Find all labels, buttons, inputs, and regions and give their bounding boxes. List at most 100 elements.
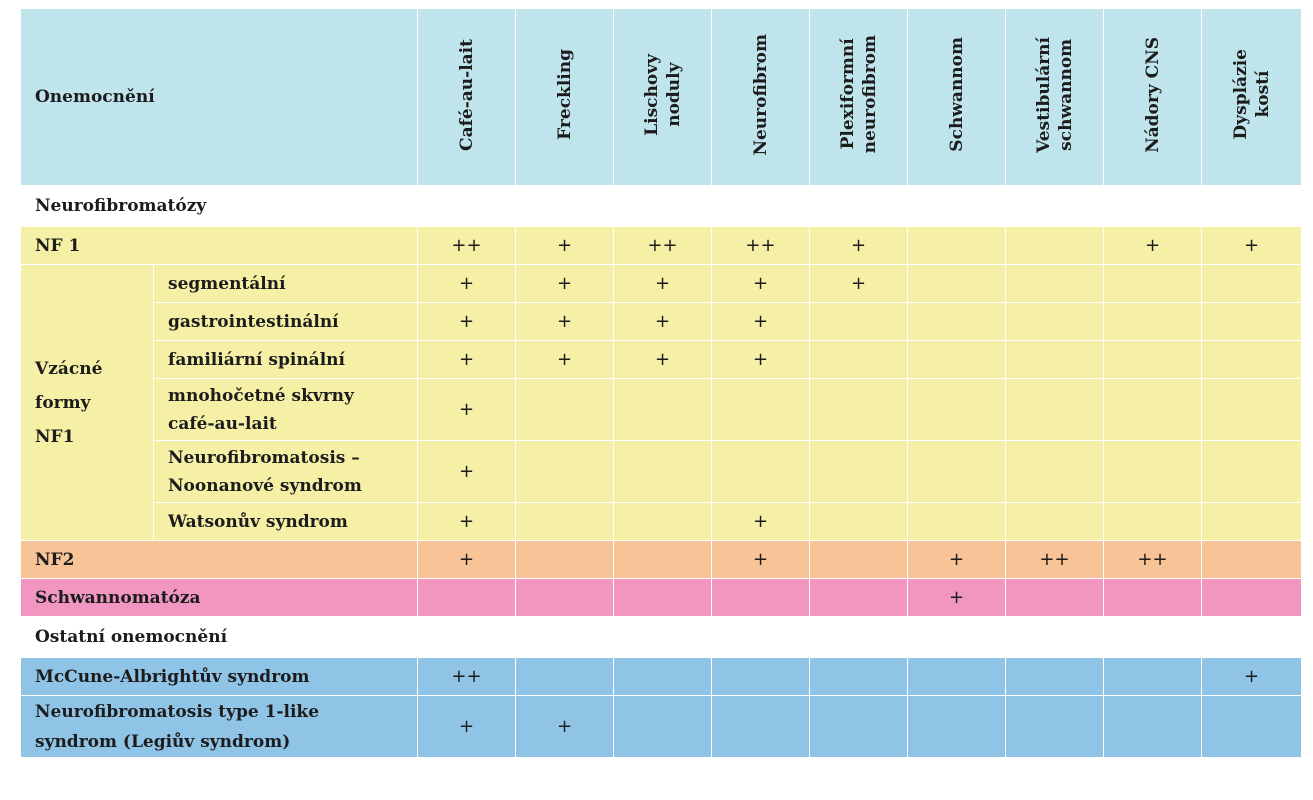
table-cell: [1005, 657, 1104, 696]
table-cell: [809, 378, 908, 441]
table-cell: [907, 378, 1006, 441]
table-cell: [809, 578, 908, 617]
table-row: Schwannomatóza +: [20, 578, 1302, 617]
table-cell: +: [515, 302, 614, 341]
header-disease-label: Onemocnění: [20, 8, 418, 186]
table-cell: [711, 695, 810, 758]
table-cell: [809, 440, 908, 503]
table-cell: [1201, 340, 1302, 379]
table-cell: [1103, 340, 1202, 379]
table-cell: [613, 578, 712, 617]
table-cell: [809, 657, 908, 696]
header-text: Plexiformní: [837, 38, 858, 151]
table-row: Vzácné formy NF1 segmentální + + + + +: [20, 264, 1302, 541]
row-label: segmentální: [153, 264, 418, 303]
table-cell: [1201, 578, 1302, 617]
table-cell: +: [613, 264, 712, 303]
table-cell: [711, 657, 810, 696]
table-cell: +: [1201, 657, 1302, 696]
table-row: Watsonův syndrom + +: [20, 502, 1302, 541]
table-cell: [1201, 302, 1302, 341]
table-cell: +: [417, 502, 516, 541]
table-cell: +: [613, 302, 712, 341]
table-cell: [515, 440, 614, 503]
header-col-neurofibrom: Neurofibrom: [711, 8, 810, 186]
table-cell: [809, 340, 908, 379]
section-row: Ostatní onemocnění: [20, 616, 1302, 658]
table-cell: [613, 378, 712, 441]
row-label: NF 1: [20, 226, 418, 265]
group-label-line: NF1: [35, 426, 75, 447]
table-cell: [1005, 578, 1104, 617]
table-row: Neurofibromatosis type 1-like syndrom (Le…: [20, 695, 1302, 758]
header-col-cafe-au-lait: Café-au-lait: [417, 8, 516, 186]
table-cell: +: [1103, 226, 1202, 265]
row-label: McCune-Albrightův syndrom: [20, 657, 418, 696]
row-label: Neurofibromatosis – Noonanové syndrom: [153, 440, 418, 503]
table-cell: +: [417, 440, 516, 503]
table-cell: [1005, 264, 1104, 303]
row-label: NF2: [20, 540, 418, 579]
table-row: gastrointestinální + + + +: [20, 302, 1302, 341]
row-label: Neurofibromatosis type 1-like syndrom (Le…: [20, 695, 418, 758]
table-cell: [515, 578, 614, 617]
section-title-neurofibromatozy: Neurofibromatózy: [20, 185, 1302, 227]
section-row: Neurofibromatózy: [20, 185, 1302, 227]
table-cell: [907, 440, 1006, 503]
table-cell: +: [711, 302, 810, 341]
table-cell: +: [417, 540, 516, 579]
table-cell: [1201, 695, 1302, 758]
row-label: gastrointestinální: [153, 302, 418, 341]
row-label-line: café-au-lait: [168, 413, 277, 434]
table-cell: [613, 695, 712, 758]
header-col-nadory-cns: Nádory CNS: [1103, 8, 1202, 186]
table-cell: [1103, 302, 1202, 341]
table-cell: [613, 502, 712, 541]
header-text: noduly: [663, 62, 684, 127]
table-cell: +: [711, 540, 810, 579]
table-row: NF 1 ++ + ++ ++ + + +: [20, 226, 1302, 265]
table-cell: +: [417, 378, 516, 441]
table-cell: +: [613, 340, 712, 379]
table-cell: +: [711, 502, 810, 541]
table-cell: [1103, 695, 1202, 758]
row-label-line: syndrom (Legiův syndrom): [35, 731, 291, 752]
table-cell: [809, 502, 908, 541]
header-col-lischovy-noduly: Lischovy noduly: [613, 8, 712, 186]
header-text: Café-au-lait: [456, 38, 477, 151]
table-cell: [1201, 264, 1302, 303]
table-cell: +: [907, 578, 1006, 617]
header-text: Lischovy: [641, 53, 662, 136]
table-row: McCune-Albrightův syndrom ++ +: [20, 657, 1302, 696]
table-cell: +: [515, 264, 614, 303]
table-cell: ++: [613, 226, 712, 265]
row-label: familiární spinální: [153, 340, 418, 379]
table-cell: [907, 264, 1006, 303]
section-title-ostatni-onemocneni: Ostatní onemocnění: [20, 616, 1302, 658]
table-cell: +: [417, 264, 516, 303]
table-cell: [711, 378, 810, 441]
table-cell: [1201, 440, 1302, 503]
table-cell: [515, 540, 614, 579]
header-text: Nádory CNS: [1142, 36, 1163, 153]
header-col-vestibularni-schwannom: Vestibulární schwannom: [1005, 8, 1104, 186]
table-cell: +: [907, 540, 1006, 579]
header-text: Schwannom: [946, 37, 967, 152]
table-cell: [613, 540, 712, 579]
disease-feature-table: Onemocnění Café-au-lait Freckling Lischo…: [20, 8, 1302, 758]
table-cell: [1201, 378, 1302, 441]
table-cell: +: [515, 695, 614, 758]
table-cell: +: [515, 226, 614, 265]
table-cell: ++: [1005, 540, 1104, 579]
table-cell: [613, 657, 712, 696]
table-cell: +: [417, 302, 516, 341]
table-cell: [1005, 226, 1104, 265]
group-label-line: Vzácné: [35, 358, 103, 379]
table-cell: +: [515, 340, 614, 379]
table-cell: [907, 340, 1006, 379]
table-cell: [1201, 540, 1302, 579]
table-cell: +: [809, 264, 908, 303]
table-row: familiární spinální + + + +: [20, 340, 1302, 379]
row-label-line: Neurofibromatosis type 1-like: [35, 701, 320, 722]
table-cell: ++: [711, 226, 810, 265]
